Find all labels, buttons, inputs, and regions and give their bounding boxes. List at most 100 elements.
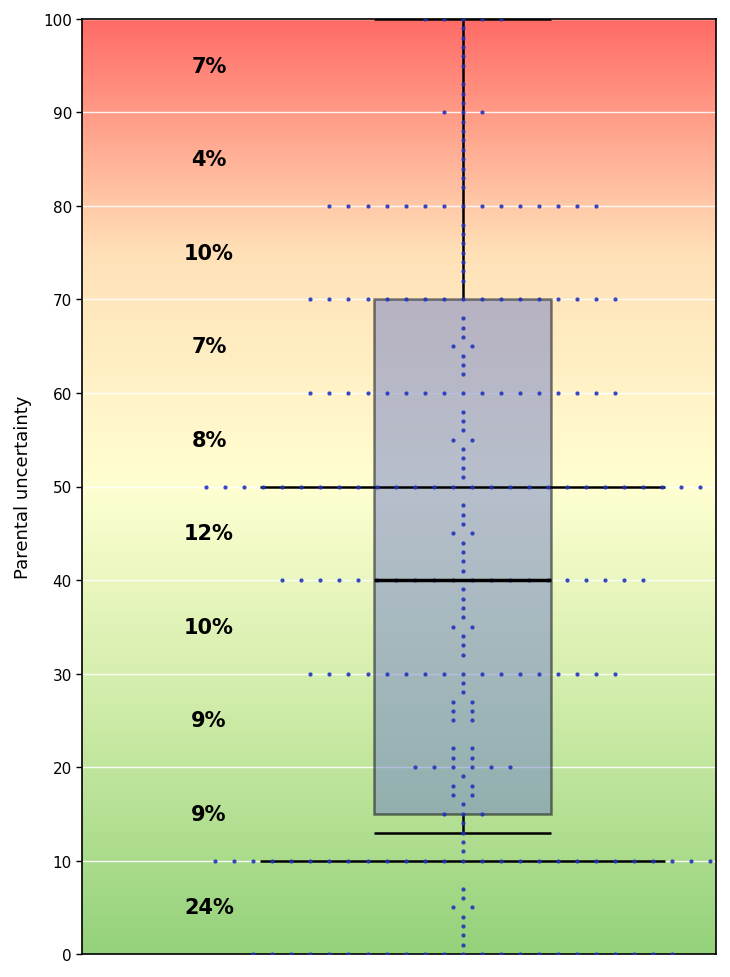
Point [495, 947, 507, 962]
Point [457, 666, 469, 682]
Point [485, 759, 497, 775]
Point [371, 573, 383, 588]
Y-axis label: Parental uncertainty: Parental uncertainty [14, 396, 32, 578]
Point [352, 573, 364, 588]
Point [457, 349, 469, 364]
Point [304, 666, 316, 682]
Point [457, 937, 469, 953]
Point [447, 526, 459, 541]
Point [457, 648, 469, 663]
Point [466, 526, 478, 541]
Point [304, 292, 316, 308]
Point [304, 386, 316, 402]
Point [457, 152, 469, 168]
Point [342, 853, 354, 869]
Point [447, 479, 459, 494]
Point [457, 77, 469, 93]
Point [380, 947, 392, 962]
Point [323, 199, 335, 215]
Text: 7%: 7% [191, 337, 227, 357]
Point [466, 479, 478, 494]
Point [457, 414, 469, 430]
Point [361, 666, 373, 682]
Point [419, 199, 431, 215]
Point [429, 573, 440, 588]
Point [391, 479, 402, 494]
Point [438, 806, 450, 822]
Point [504, 759, 516, 775]
Point [561, 479, 573, 494]
Point [342, 199, 354, 215]
Point [457, 675, 469, 691]
Point [457, 255, 469, 271]
Point [457, 927, 469, 943]
Point [495, 386, 507, 402]
Point [361, 386, 373, 402]
Point [447, 703, 459, 719]
Point [457, 265, 469, 280]
Point [219, 479, 231, 494]
Point [466, 619, 478, 635]
Point [457, 367, 469, 383]
Point [476, 106, 488, 121]
Point [495, 199, 507, 215]
Point [628, 853, 639, 869]
Point [609, 853, 620, 869]
Point [457, 816, 469, 831]
Point [457, 535, 469, 551]
Point [457, 21, 469, 37]
Point [457, 386, 469, 402]
Point [590, 947, 602, 962]
Point [457, 507, 469, 523]
Point [400, 199, 412, 215]
Point [628, 947, 639, 962]
Point [380, 292, 392, 308]
Point [200, 479, 212, 494]
Point [457, 470, 469, 486]
Point [457, 947, 469, 962]
Point [457, 124, 469, 140]
Point [410, 573, 421, 588]
Point [429, 759, 440, 775]
Point [400, 853, 412, 869]
Point [228, 853, 240, 869]
Point [466, 741, 478, 756]
Point [571, 947, 583, 962]
Point [361, 292, 373, 308]
Point [457, 806, 469, 822]
Point [580, 479, 592, 494]
Point [647, 853, 658, 869]
Point [542, 573, 554, 588]
Point [457, 442, 469, 457]
Point [457, 199, 469, 215]
Point [457, 843, 469, 859]
Point [457, 554, 469, 570]
Point [457, 834, 469, 850]
Point [247, 853, 259, 869]
Text: 10%: 10% [184, 617, 234, 637]
Text: 9%: 9% [191, 804, 227, 824]
Point [666, 853, 677, 869]
Bar [374, 300, 551, 814]
Point [323, 853, 335, 869]
Point [590, 666, 602, 682]
Point [457, 769, 469, 785]
Point [419, 12, 431, 27]
Point [533, 386, 545, 402]
Point [438, 12, 450, 27]
Point [457, 451, 469, 467]
Point [514, 386, 526, 402]
Point [438, 947, 450, 962]
Point [400, 386, 412, 402]
Point [380, 386, 392, 402]
Point [590, 292, 602, 308]
Point [323, 292, 335, 308]
Point [637, 479, 649, 494]
Point [542, 479, 554, 494]
Point [457, 50, 469, 65]
Point [713, 479, 725, 494]
Point [457, 582, 469, 598]
Point [429, 479, 440, 494]
Point [609, 292, 620, 308]
Point [457, 853, 469, 869]
